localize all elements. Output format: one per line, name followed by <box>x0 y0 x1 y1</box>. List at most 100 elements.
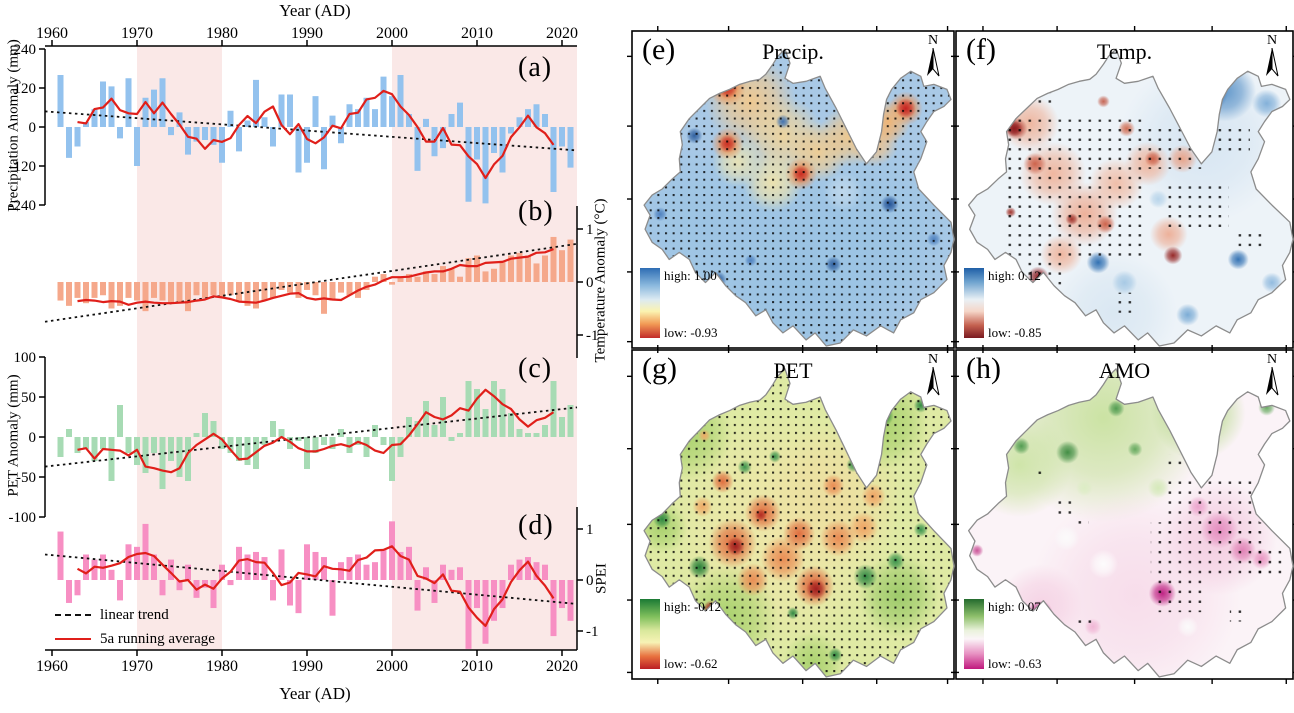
bar <box>74 282 81 298</box>
stipple-region <box>1073 513 1089 527</box>
colorbar-low-label: low: -0.85 <box>988 325 1042 340</box>
color-blob <box>1088 549 1119 579</box>
y-tick-label: -240 <box>9 198 37 214</box>
bar <box>83 554 89 580</box>
stipple-overlay <box>644 49 955 346</box>
y-tick-label: 100 <box>14 350 37 366</box>
bar <box>287 282 293 293</box>
color-blob <box>1012 627 1026 641</box>
bar <box>236 546 242 580</box>
bar <box>210 421 217 437</box>
bar <box>533 263 540 282</box>
bar <box>236 437 242 461</box>
bar <box>253 79 259 127</box>
x-tick-label: 1980 <box>206 658 238 675</box>
bar <box>363 97 370 127</box>
color-blob <box>1056 440 1080 464</box>
bar <box>397 75 404 127</box>
stipple-region <box>1142 126 1206 169</box>
chart-panel-d: 1 0 -1 <box>44 507 599 650</box>
bar <box>542 425 548 437</box>
province-outline <box>969 369 1293 677</box>
bar <box>567 580 574 621</box>
bar <box>508 564 514 580</box>
bar <box>525 255 531 282</box>
color-blob <box>680 85 699 104</box>
bar <box>236 127 242 152</box>
bar <box>219 437 225 449</box>
bar <box>227 580 234 586</box>
bar <box>516 117 523 127</box>
bar <box>440 266 446 282</box>
legend: linear trend 5a running average <box>55 603 215 651</box>
x-tick-label: 2010 <box>461 25 493 42</box>
bar <box>491 127 497 153</box>
bar <box>202 282 208 298</box>
bar <box>321 437 327 445</box>
bar <box>176 282 183 304</box>
bar <box>185 564 191 580</box>
bar <box>423 401 429 437</box>
bar <box>244 282 251 306</box>
bar <box>499 389 506 437</box>
y-tick-label: 0 <box>586 573 594 589</box>
bar <box>338 282 344 293</box>
bar <box>338 127 344 144</box>
bar <box>278 94 285 127</box>
bar <box>270 282 276 298</box>
bar <box>312 282 319 296</box>
colorbar-amo <box>964 599 984 669</box>
color-blob <box>1107 400 1125 417</box>
bar <box>414 421 421 437</box>
color-blob <box>1183 390 1209 416</box>
bar <box>151 282 157 298</box>
y-tick-label: -100 <box>9 510 37 526</box>
bar <box>440 127 446 149</box>
running-average-a <box>77 89 555 180</box>
bar <box>372 109 378 127</box>
bar <box>414 127 421 171</box>
bar <box>159 437 166 489</box>
north-arrow: N <box>1261 34 1283 85</box>
bar <box>57 437 64 457</box>
bar <box>304 127 310 163</box>
linear-trend-d <box>44 553 578 605</box>
color-blob <box>671 404 694 428</box>
bar <box>397 437 404 457</box>
bar <box>193 282 200 296</box>
colorbar-high-label: high: 0.12 <box>988 268 1041 283</box>
legend-row-trend: linear trend <box>55 603 215 627</box>
y-tick-label: 50 <box>21 390 36 406</box>
bar <box>414 276 421 282</box>
bar <box>125 78 132 127</box>
stipple-region <box>1166 454 1186 467</box>
chart-panel-c: 100 50 0 -50 -100 <box>9 350 578 526</box>
bar <box>516 252 523 282</box>
ylabel-temperature: Temperature Anomaly (°C) <box>592 198 609 363</box>
province-map <box>967 313 1293 699</box>
bar <box>117 580 123 601</box>
bar <box>431 274 438 282</box>
north-arrow: N <box>922 34 944 85</box>
bar <box>474 255 480 282</box>
bar <box>380 76 387 127</box>
bar <box>159 580 166 596</box>
stipple-region <box>1214 124 1250 155</box>
bar <box>423 271 429 282</box>
color-blob <box>1251 89 1282 118</box>
bar <box>482 271 489 282</box>
colorbar-high-label: high: 1.00 <box>664 268 717 283</box>
bar <box>295 127 302 173</box>
bar <box>559 127 565 147</box>
bar <box>270 580 276 601</box>
bar <box>533 562 540 580</box>
y-tick-label: 0 <box>29 120 37 136</box>
linear-trend-line-sample <box>55 614 91 616</box>
panel-letter-b: (b) <box>518 196 554 227</box>
bar <box>219 127 225 163</box>
north-label: N <box>927 352 939 367</box>
bar <box>219 564 225 580</box>
bar <box>66 580 72 603</box>
color-blob <box>1177 99 1203 124</box>
bar <box>542 255 548 282</box>
